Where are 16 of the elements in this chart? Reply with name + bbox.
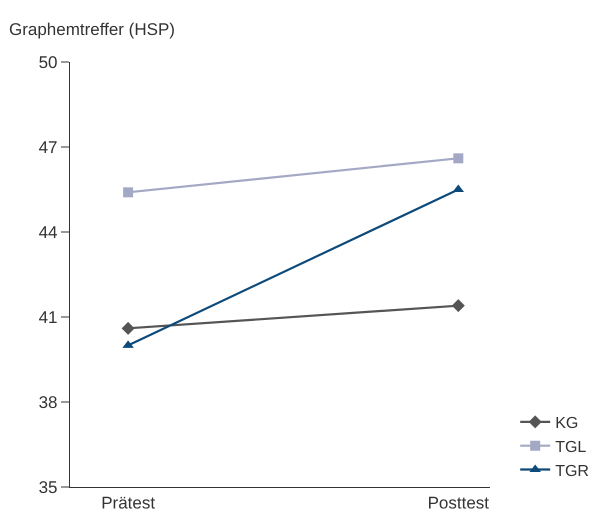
y-tick-label: 50 <box>38 52 58 72</box>
y-tick-label: 35 <box>38 478 58 497</box>
legend-label: TGR <box>555 462 589 480</box>
point <box>122 322 135 335</box>
point <box>123 187 134 198</box>
point <box>452 299 465 312</box>
y-axis-title: Graphemtreffer (HSP) <box>9 20 175 39</box>
legend-label: KG <box>555 415 578 432</box>
y-tick-label: 44 <box>38 222 58 242</box>
point <box>453 153 464 164</box>
y-tick-label: 41 <box>38 308 58 327</box>
y-tick-label: 47 <box>38 138 58 157</box>
x-tick-label: Posttest <box>428 494 490 512</box>
legend-label: TGL <box>555 438 586 456</box>
x-tick-label: Prätest <box>101 494 156 512</box>
y-tick-label: 38 <box>38 392 58 412</box>
